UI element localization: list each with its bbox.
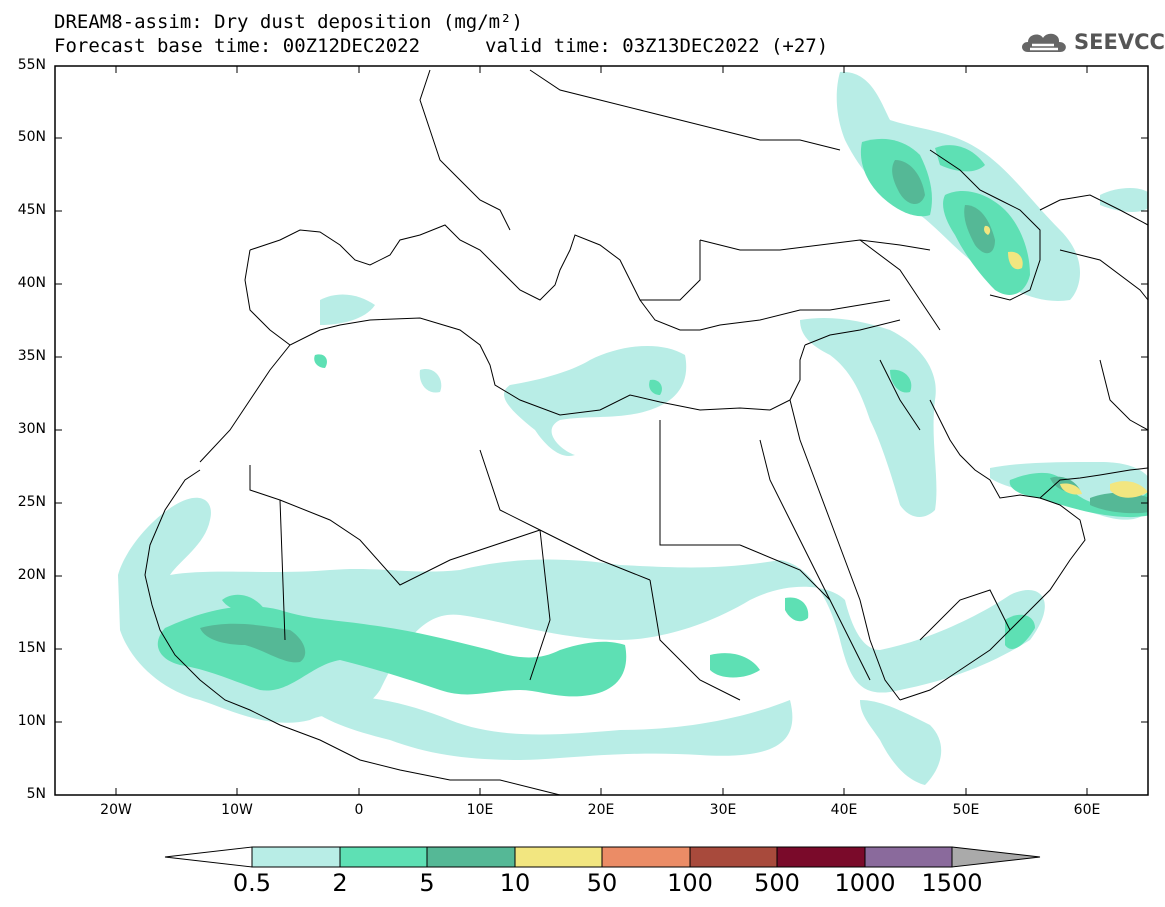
seevccc-logo: SEEVCCC [1018, 26, 1165, 58]
colorbar-segment-1 [251, 846, 341, 868]
dust-fields [118, 71, 1148, 785]
lat-label-30n: 30N [17, 421, 46, 437]
forecast-base-time: Forecast base time: 00Z12DEC2022 [54, 35, 421, 57]
colorbar-label-1000: 1000 [834, 869, 896, 897]
lon-label-60e: 60E [1073, 802, 1101, 818]
lat-label-50n: 50N [17, 129, 46, 145]
lon-label-10w: 10W [221, 802, 253, 818]
colorbar-label-2: 2 [332, 869, 348, 897]
lon-label-40e: 40E [830, 802, 858, 818]
colorbar-label-50: 50 [586, 869, 618, 897]
valid-time: valid time: 03Z13DEC2022 (+27) [485, 35, 829, 57]
axis-ticks [55, 65, 1148, 795]
colorbar-segment-9 [951, 846, 1041, 868]
logo-text: SEEVCCC [1074, 30, 1165, 54]
lat-label-40n: 40N [17, 275, 46, 291]
lon-label-20e: 20E [587, 802, 615, 818]
lat-label-45n: 45N [17, 202, 46, 218]
colorbar-segment-3 [426, 846, 516, 868]
lon-label-10e: 10E [466, 802, 494, 818]
lat-label-35n: 35N [17, 348, 46, 364]
colorbar-segment-4 [514, 846, 603, 868]
lon-label-50e: 50E [952, 802, 980, 818]
colorbar-segment-8 [864, 846, 953, 868]
lat-label-15n: 15N [17, 640, 46, 656]
colorbar-label-5: 5 [419, 869, 435, 897]
colorbar-label-0-5: 0.5 [232, 869, 272, 897]
lon-label-30e: 30E [709, 802, 737, 818]
colorbar-segment-2 [339, 846, 428, 868]
lat-label-5n: 5N [26, 786, 46, 802]
colorbar-label-100: 100 [667, 869, 713, 897]
lat-label-10n: 10N [17, 713, 46, 729]
coastlines [144, 69, 1148, 795]
lat-label-55n: 55N [17, 57, 46, 73]
colorbar-label-500: 500 [754, 869, 800, 897]
colorbar [164, 846, 1041, 868]
map-title: DREAM8-assim: Dry dust deposition (mg/m²… [54, 11, 523, 33]
colorbar-segment-5 [601, 846, 691, 868]
colorbar-segment-6 [689, 846, 778, 868]
lat-label-25n: 25N [17, 494, 46, 510]
colorbar-segment-7 [776, 846, 866, 868]
colorbar-label-1500: 1500 [921, 869, 983, 897]
lat-label-20n: 20N [17, 567, 46, 583]
cloud-icon [1022, 33, 1066, 52]
colorbar-segment-0 [164, 846, 253, 868]
colorbar-label-10: 10 [499, 869, 531, 897]
lon-label-20w: 20W [100, 802, 132, 818]
lon-label-0: 0 [354, 802, 364, 818]
